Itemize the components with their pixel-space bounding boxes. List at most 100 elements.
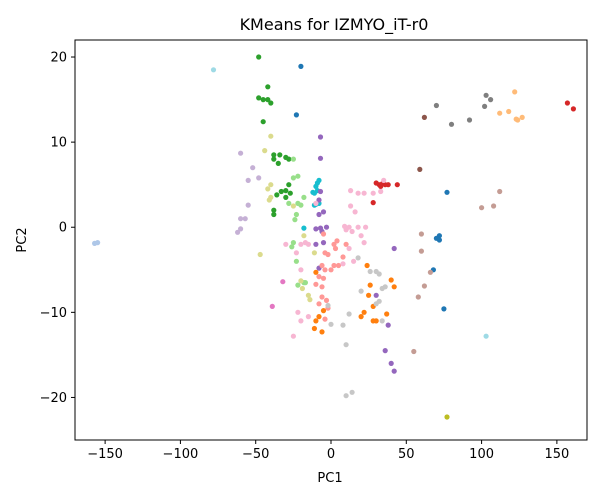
- data-point: [316, 301, 322, 307]
- data-point: [370, 200, 376, 206]
- data-point: [293, 258, 299, 264]
- data-point: [320, 275, 327, 281]
- data-point: [482, 103, 488, 109]
- data-point: [210, 67, 217, 73]
- data-point: [570, 106, 577, 112]
- data-point: [331, 241, 337, 247]
- data-point: [497, 188, 503, 195]
- data-point: [269, 303, 275, 309]
- data-point: [343, 393, 349, 399]
- data-point: [238, 226, 244, 232]
- data-point: [256, 95, 262, 101]
- data-point: [292, 217, 298, 223]
- data-point: [250, 165, 256, 171]
- data-point: [92, 240, 98, 246]
- data-point: [385, 182, 391, 188]
- data-point: [317, 188, 324, 195]
- data-point: [274, 192, 280, 198]
- data-point: [444, 414, 450, 420]
- data-point: [301, 225, 307, 231]
- data-point: [283, 194, 289, 200]
- data-point: [355, 190, 361, 196]
- data-point: [417, 166, 423, 172]
- data-point: [323, 297, 330, 303]
- x-tick-label: 0: [327, 447, 335, 462]
- data-point: [358, 314, 364, 320]
- data-point: [335, 262, 342, 269]
- data-point: [391, 284, 397, 290]
- data-point: [245, 202, 251, 208]
- data-point: [418, 231, 424, 237]
- data-point: [320, 231, 327, 237]
- data-point: [444, 189, 450, 195]
- data-point: [415, 294, 421, 300]
- data-point: [391, 368, 397, 374]
- data-point: [328, 267, 334, 273]
- data-point: [301, 194, 307, 200]
- data-point: [361, 190, 367, 196]
- data-point: [366, 292, 372, 298]
- data-point: [316, 314, 322, 320]
- data-point: [349, 228, 355, 235]
- data-point: [358, 288, 364, 294]
- data-point: [488, 97, 494, 103]
- data-point: [317, 155, 324, 161]
- data-point: [506, 108, 512, 115]
- data-point: [316, 197, 322, 203]
- data-point: [515, 117, 521, 123]
- data-point: [325, 251, 331, 258]
- data-point: [290, 156, 296, 162]
- data-point: [313, 200, 319, 206]
- data-point: [323, 224, 330, 230]
- data-point: [260, 97, 266, 103]
- data-point: [388, 360, 394, 366]
- data-point: [278, 188, 284, 195]
- data-point: [433, 102, 439, 109]
- data-point: [519, 114, 525, 120]
- data-point: [512, 89, 518, 95]
- data-point: [322, 267, 328, 273]
- data-point: [421, 114, 427, 120]
- chart-title: KMeans for IZMYO_iT-r0: [240, 15, 429, 35]
- data-point: [367, 282, 373, 288]
- data-point: [346, 311, 352, 317]
- data-point: [340, 254, 346, 260]
- data-point: [355, 255, 361, 261]
- data-point: [320, 308, 327, 314]
- data-point: [427, 269, 433, 275]
- data-point: [373, 292, 379, 298]
- data-point: [394, 182, 400, 188]
- data-point: [271, 211, 277, 218]
- data-point: [343, 342, 349, 348]
- data-point: [418, 248, 424, 254]
- data-point: [277, 152, 283, 158]
- data-point: [466, 117, 473, 123]
- data-point: [340, 322, 346, 328]
- data-point: [378, 183, 384, 189]
- data-point: [260, 119, 266, 125]
- data-point: [340, 261, 346, 267]
- x-tick-label: −150: [87, 447, 123, 462]
- x-axis-label: PC1: [317, 471, 342, 486]
- x-tick-label: −100: [163, 447, 199, 462]
- data-point: [265, 97, 271, 103]
- data-point: [283, 241, 289, 247]
- data-point: [320, 240, 327, 246]
- data-point: [328, 321, 334, 327]
- data-point: [497, 110, 503, 116]
- data-point: [388, 277, 394, 283]
- data-point: [346, 224, 352, 230]
- data-point: [358, 233, 364, 239]
- data-point: [238, 216, 244, 222]
- data-point: [349, 389, 355, 395]
- data-point: [290, 240, 296, 246]
- data-point: [391, 245, 397, 252]
- data-point: [283, 188, 289, 194]
- y-axis-label: PC2: [15, 227, 30, 252]
- data-point: [293, 250, 299, 256]
- data-point: [298, 267, 304, 273]
- data-point: [385, 322, 391, 328]
- data-point: [382, 348, 388, 354]
- data-point: [245, 177, 251, 183]
- data-point: [275, 160, 281, 166]
